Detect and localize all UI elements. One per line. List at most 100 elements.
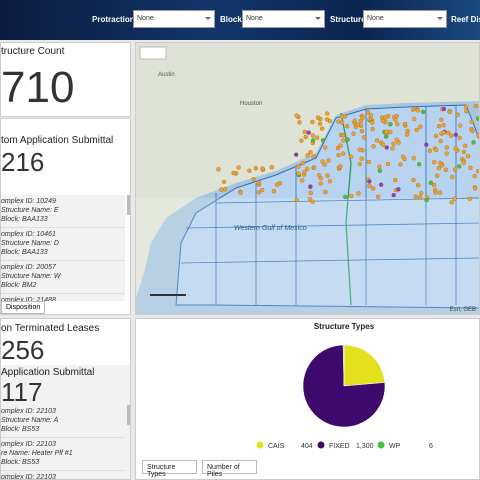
structure-point — [413, 194, 418, 199]
item-line: omplex ID: 10461 — [1, 231, 56, 238]
structure-point — [306, 130, 311, 135]
structure-point — [404, 132, 410, 137]
structure-point — [424, 197, 429, 203]
panel-title: tom Application Submittal — [1, 135, 114, 146]
structure-point — [414, 127, 419, 133]
structure-point — [402, 121, 408, 127]
pie-slice — [343, 344, 386, 387]
structure-point — [455, 112, 460, 117]
structure-point — [371, 186, 376, 191]
structure-point — [473, 103, 479, 109]
filter-select[interactable]: None — [133, 10, 215, 28]
structure-point — [315, 115, 321, 120]
structure-point — [431, 182, 437, 188]
structure-point — [352, 118, 357, 123]
structure-point — [275, 182, 280, 187]
item-line: Structure Name: A — [1, 417, 59, 424]
structure-point — [370, 120, 375, 125]
disposition-button[interactable]: Disposition — [1, 301, 46, 314]
structure-point — [427, 148, 433, 153]
structure-point — [318, 181, 323, 186]
structure-point — [384, 145, 389, 150]
structure-point — [308, 184, 313, 189]
panel-title: tructure Count — [1, 46, 65, 57]
structure-point — [411, 177, 416, 183]
header-bar: Protraction: None Block: None Structure:… — [0, 0, 480, 40]
structure-point — [357, 161, 363, 167]
structure-point — [424, 142, 429, 147]
structure-point — [471, 140, 476, 145]
structure-point — [310, 133, 316, 138]
structure-point — [465, 154, 471, 159]
tab[interactable]: Structure Types — [142, 460, 197, 478]
tab[interactable]: Number of Piles — [202, 460, 257, 478]
structure-point — [411, 156, 416, 161]
legend-label: CAIS — [268, 443, 285, 450]
item-line: Block: BM2 — [1, 282, 37, 289]
structure-point — [435, 173, 440, 178]
structure-point — [433, 133, 439, 138]
structure-point — [383, 134, 389, 139]
structure-point — [294, 197, 299, 203]
structure-point — [377, 164, 382, 169]
list-item: omplex ID: 20057 Structure Name: W Block: … — [1, 261, 125, 294]
structure-point — [294, 152, 299, 157]
list-item: omplex ID: 10249 Structure Name: E Block: … — [1, 195, 125, 228]
legend-swatch — [377, 441, 385, 449]
structure-point — [315, 135, 320, 140]
structure-point — [344, 124, 350, 129]
structure-point — [441, 123, 446, 128]
structure-point — [303, 134, 308, 140]
structure-point — [221, 179, 227, 185]
structure-point — [432, 159, 437, 165]
boundary-line — [340, 112, 352, 306]
structure-point — [391, 192, 396, 198]
structure-point — [323, 189, 328, 195]
structure-point — [444, 151, 449, 156]
list-item: omplex ID: 22103 Structure Name: A Block: … — [1, 405, 125, 438]
filter-label: Protraction: — [92, 15, 138, 24]
filter-label: Structure: — [330, 15, 369, 24]
item-line: omplex ID: 21488 — [1, 297, 56, 301]
item-line: omplex ID: 22103 — [1, 408, 56, 415]
structure-point — [439, 117, 444, 122]
panel-value: 216 — [1, 147, 45, 177]
map[interactable]: Austin Houston Western Gulf of Mexico Es… — [136, 43, 480, 315]
structure-point — [320, 126, 325, 131]
structure-point — [326, 158, 331, 163]
structure-point — [437, 190, 443, 195]
structure-point — [410, 107, 416, 112]
chart-title: Structure Types — [314, 322, 375, 331]
structure-point — [341, 138, 346, 143]
structure-point — [367, 116, 372, 122]
structure-point — [420, 109, 426, 114]
structure-point — [310, 119, 315, 125]
structure-point — [441, 130, 446, 135]
structure-point — [367, 179, 372, 184]
structure-point — [338, 164, 343, 169]
filter-select[interactable]: None — [363, 10, 447, 28]
structure-point — [317, 121, 323, 126]
structure-point — [391, 141, 396, 146]
structure-point — [325, 173, 330, 178]
structure-point — [336, 152, 341, 158]
structure-point — [260, 187, 265, 193]
structure-point — [357, 147, 362, 152]
structure-point — [438, 138, 443, 144]
item-line: Structure Name: E — [1, 207, 59, 214]
filter-select[interactable]: None — [242, 10, 325, 28]
structure-point — [358, 123, 364, 128]
item-line: Block: BAA133 — [1, 216, 48, 223]
submittal-panel: tom Application Submittal 216 omplex ID:… — [0, 118, 131, 315]
item-line: Block: BAA133 — [1, 249, 48, 256]
scrollbar — [127, 405, 130, 425]
structure-point — [448, 133, 454, 138]
structure-point — [311, 165, 317, 170]
structure-point — [349, 193, 354, 199]
structure-point — [256, 190, 262, 195]
structure-point — [463, 143, 468, 148]
map-toolbar[interactable] — [139, 46, 167, 60]
structure-point — [434, 147, 439, 153]
map-label: Austin — [158, 72, 175, 78]
structure-point — [348, 154, 354, 159]
